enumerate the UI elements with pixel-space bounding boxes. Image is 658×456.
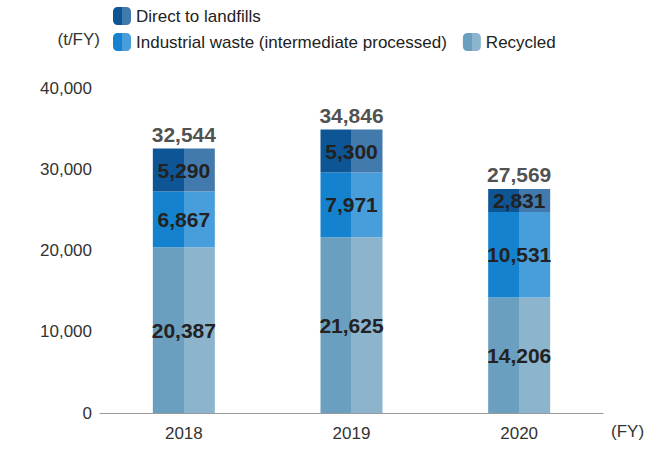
svg-text:10,531: 10,531 [487,243,552,266]
svg-text:Recycled: Recycled [486,33,556,52]
svg-text:5,300: 5,300 [325,140,378,163]
svg-text:5,290: 5,290 [158,159,211,182]
svg-text:2018: 2018 [165,424,203,443]
svg-text:6,867: 6,867 [158,208,211,231]
svg-text:40,000: 40,000 [40,79,92,98]
svg-text:34,846: 34,846 [319,104,383,127]
svg-text:7,971: 7,971 [325,193,378,216]
svg-text:20,387: 20,387 [152,319,216,342]
svg-text:2019: 2019 [333,424,371,443]
svg-text:(t/FY): (t/FY) [58,30,101,49]
svg-text:20,000: 20,000 [40,241,92,260]
svg-text:2,831: 2,831 [493,189,546,212]
svg-text:10,000: 10,000 [40,322,92,341]
svg-text:Direct to landfills: Direct to landfills [136,7,261,26]
svg-text:30,000: 30,000 [40,160,92,179]
svg-text:27,569: 27,569 [487,163,551,186]
svg-text:14,206: 14,206 [487,344,551,367]
svg-text:Industrial waste (intermediate: Industrial waste (intermediate processed… [136,33,447,52]
svg-text:21,625: 21,625 [319,314,384,337]
svg-text:32,544: 32,544 [152,123,217,146]
svg-text:(FY): (FY) [611,422,644,441]
svg-text:0: 0 [83,404,92,423]
svg-text:2020: 2020 [500,424,538,443]
